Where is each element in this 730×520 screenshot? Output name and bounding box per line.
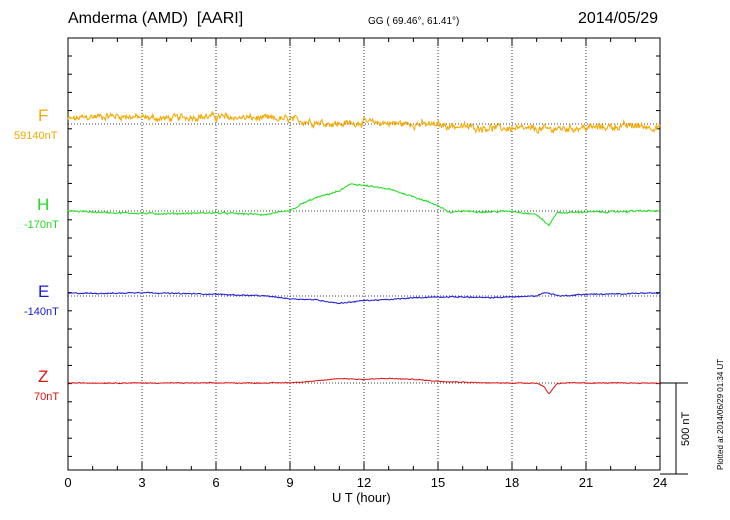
network-tag: [AARI] xyxy=(196,10,244,27)
baseline-f: 59140nT xyxy=(14,130,58,142)
station-name: Amderma (AMD) xyxy=(68,10,189,27)
x-tick-label-0: 0 xyxy=(64,475,72,490)
station-title: Amderma (AMD) [AARI] xyxy=(68,10,243,28)
x-tick-label-24: 24 xyxy=(652,475,668,490)
scale-bar-label: 500 nT xyxy=(680,411,692,446)
geographic-coordinates: GG ( 69.46°, 61.41°) xyxy=(368,16,460,27)
baseline-h: -170nT xyxy=(24,219,59,231)
series-label-e: E xyxy=(38,282,50,301)
x-tick-label-3: 3 xyxy=(138,475,146,490)
x-tick-label-21: 21 xyxy=(578,475,594,490)
plotted-timestamp: Plotted at 2014/06/29 01:34 UT xyxy=(716,358,725,470)
x-tick-label-18: 18 xyxy=(504,475,520,490)
x-tick-label-12: 12 xyxy=(356,475,372,490)
date-label: 2014/05/29 xyxy=(578,10,659,27)
x-tick-label-15: 15 xyxy=(430,475,446,490)
x-tick-label-6: 6 xyxy=(212,475,220,490)
series-line-h xyxy=(67,183,661,227)
baseline-e: -140nT xyxy=(24,306,59,318)
series-label-h: H xyxy=(37,195,50,214)
series-line-z xyxy=(67,377,661,395)
x-axis-label: U T (hour) xyxy=(332,490,391,505)
series-line-e xyxy=(67,291,661,305)
baseline-z: 70nT xyxy=(34,391,60,403)
series-label-f: F xyxy=(38,106,49,125)
series-label-z: Z xyxy=(38,367,49,386)
series-line-f xyxy=(67,110,661,135)
x-tick-label-9: 9 xyxy=(286,475,294,490)
